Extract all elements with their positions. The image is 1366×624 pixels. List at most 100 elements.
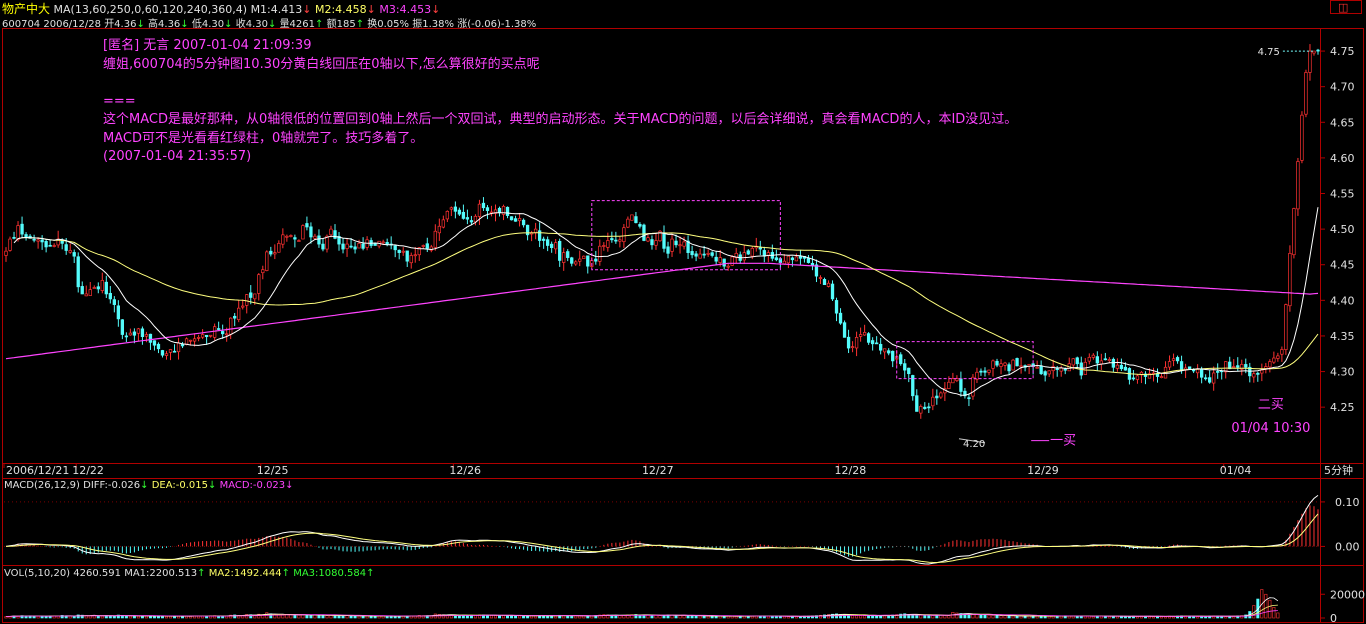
candle-body bbox=[429, 246, 433, 251]
candle-body bbox=[136, 328, 141, 334]
volume-bar bbox=[257, 613, 261, 619]
candle-body bbox=[128, 332, 133, 336]
candle-body bbox=[1224, 361, 1228, 373]
candle-body bbox=[1228, 361, 1232, 370]
volume-bar bbox=[682, 615, 686, 619]
stock-name[interactable]: 物产中大 bbox=[2, 2, 51, 16]
candle-body bbox=[714, 256, 718, 262]
candle-body bbox=[794, 256, 799, 262]
candle-body bbox=[1171, 358, 1176, 361]
candle-body bbox=[196, 337, 201, 339]
candle-body bbox=[337, 236, 341, 245]
candle-body bbox=[409, 255, 413, 264]
candle-body bbox=[726, 265, 730, 268]
vol-ma3-value: MA3:1080.584 bbox=[293, 568, 367, 579]
candle-body bbox=[321, 243, 325, 250]
price-tick-label: 4.30 bbox=[1330, 366, 1355, 379]
volume-bar bbox=[983, 614, 987, 619]
candle-body bbox=[381, 241, 385, 244]
candle-body bbox=[1256, 372, 1260, 375]
volume-bar bbox=[995, 615, 999, 619]
candle-body bbox=[40, 239, 44, 243]
candle-body bbox=[983, 370, 987, 373]
volume-bar bbox=[770, 616, 774, 619]
volume-bar bbox=[309, 615, 313, 619]
candle-body bbox=[947, 381, 951, 389]
candle-body bbox=[678, 244, 682, 247]
volume-bar bbox=[281, 614, 285, 619]
volume-bar bbox=[979, 614, 983, 619]
candle-body bbox=[4, 250, 8, 256]
candle-body bbox=[790, 257, 795, 261]
vol-ma5-line bbox=[5, 597, 1279, 617]
volume-bar bbox=[489, 615, 493, 619]
candle-body bbox=[164, 353, 169, 356]
candle-body bbox=[188, 339, 193, 342]
candle-body bbox=[20, 223, 24, 235]
candle-body bbox=[710, 252, 714, 256]
macd-macd-value: MACD:-0.023 bbox=[219, 480, 286, 491]
volume-bar bbox=[1003, 615, 1007, 619]
candle-body bbox=[702, 253, 706, 256]
info-amplitude: 振1.38% bbox=[412, 19, 455, 30]
annotation-line-6: (2007-01-04 21:35:57) bbox=[103, 149, 252, 164]
candle-body bbox=[88, 289, 92, 296]
price-label-leader bbox=[958, 438, 986, 444]
ma-params: MA(13,60,250,0,60,120,240,360,4) bbox=[53, 3, 248, 16]
info-close: 收4.30 bbox=[235, 19, 268, 30]
candle-body bbox=[1071, 358, 1075, 366]
volume-bar bbox=[514, 615, 518, 619]
candle-body bbox=[570, 257, 574, 264]
vol-header: VOL(5,10,20) 4260.591 MA1:2200.513↑ MA2:… bbox=[4, 568, 375, 581]
candle-body bbox=[694, 253, 698, 257]
restore-icon[interactable]: ◫ bbox=[1338, 1, 1349, 14]
candle-body bbox=[277, 243, 281, 253]
candle-body bbox=[493, 209, 498, 214]
candle-body bbox=[345, 243, 349, 249]
candle-body bbox=[995, 360, 999, 366]
volume-bar bbox=[76, 614, 80, 619]
candle-body bbox=[838, 312, 843, 324]
volume-bar bbox=[233, 614, 237, 619]
candle-body bbox=[1019, 365, 1023, 368]
candle-body bbox=[706, 252, 710, 255]
volume-bar bbox=[152, 616, 156, 619]
volume-bar bbox=[959, 613, 963, 619]
volume-bar bbox=[1007, 615, 1011, 619]
candle-body bbox=[144, 334, 149, 337]
volume-bar bbox=[690, 615, 694, 619]
candle-body bbox=[112, 299, 116, 305]
candle-body bbox=[1260, 369, 1264, 374]
candle-body bbox=[638, 224, 642, 227]
candle-body bbox=[521, 219, 526, 226]
volume-bar bbox=[1256, 598, 1260, 619]
volume-bar bbox=[931, 615, 935, 619]
candle-body bbox=[1131, 377, 1136, 380]
info-open: 开4.36 bbox=[104, 19, 137, 30]
price-tick-label: 4.70 bbox=[1330, 81, 1355, 94]
candle-body bbox=[217, 328, 221, 330]
candle-body bbox=[477, 203, 482, 217]
candle-body bbox=[297, 240, 301, 242]
candle-body bbox=[578, 258, 582, 262]
candle-body bbox=[586, 255, 590, 267]
candle-body bbox=[200, 334, 205, 338]
price-tick-label: 4.65 bbox=[1330, 116, 1355, 129]
down-arrow-icon: ↓ bbox=[366, 3, 376, 16]
corner-button[interactable] bbox=[1330, 0, 1362, 14]
candle-body bbox=[76, 256, 80, 288]
candle-body bbox=[405, 250, 409, 262]
volume-bar bbox=[1019, 615, 1023, 619]
candle-body bbox=[899, 354, 903, 365]
volume-bar bbox=[136, 615, 140, 619]
candle-body bbox=[417, 247, 421, 256]
candle-body bbox=[1039, 365, 1043, 375]
annotation-block: [匿名] 无言 2007-01-04 21:09:39 缠姐,600704的5分… bbox=[103, 37, 1017, 167]
candle-body bbox=[341, 243, 345, 250]
volume-bar bbox=[100, 615, 104, 619]
volume-bar bbox=[297, 614, 301, 619]
candle-body bbox=[618, 239, 622, 242]
price-tick-label: 4.55 bbox=[1330, 188, 1355, 201]
candle-body bbox=[1264, 366, 1268, 369]
